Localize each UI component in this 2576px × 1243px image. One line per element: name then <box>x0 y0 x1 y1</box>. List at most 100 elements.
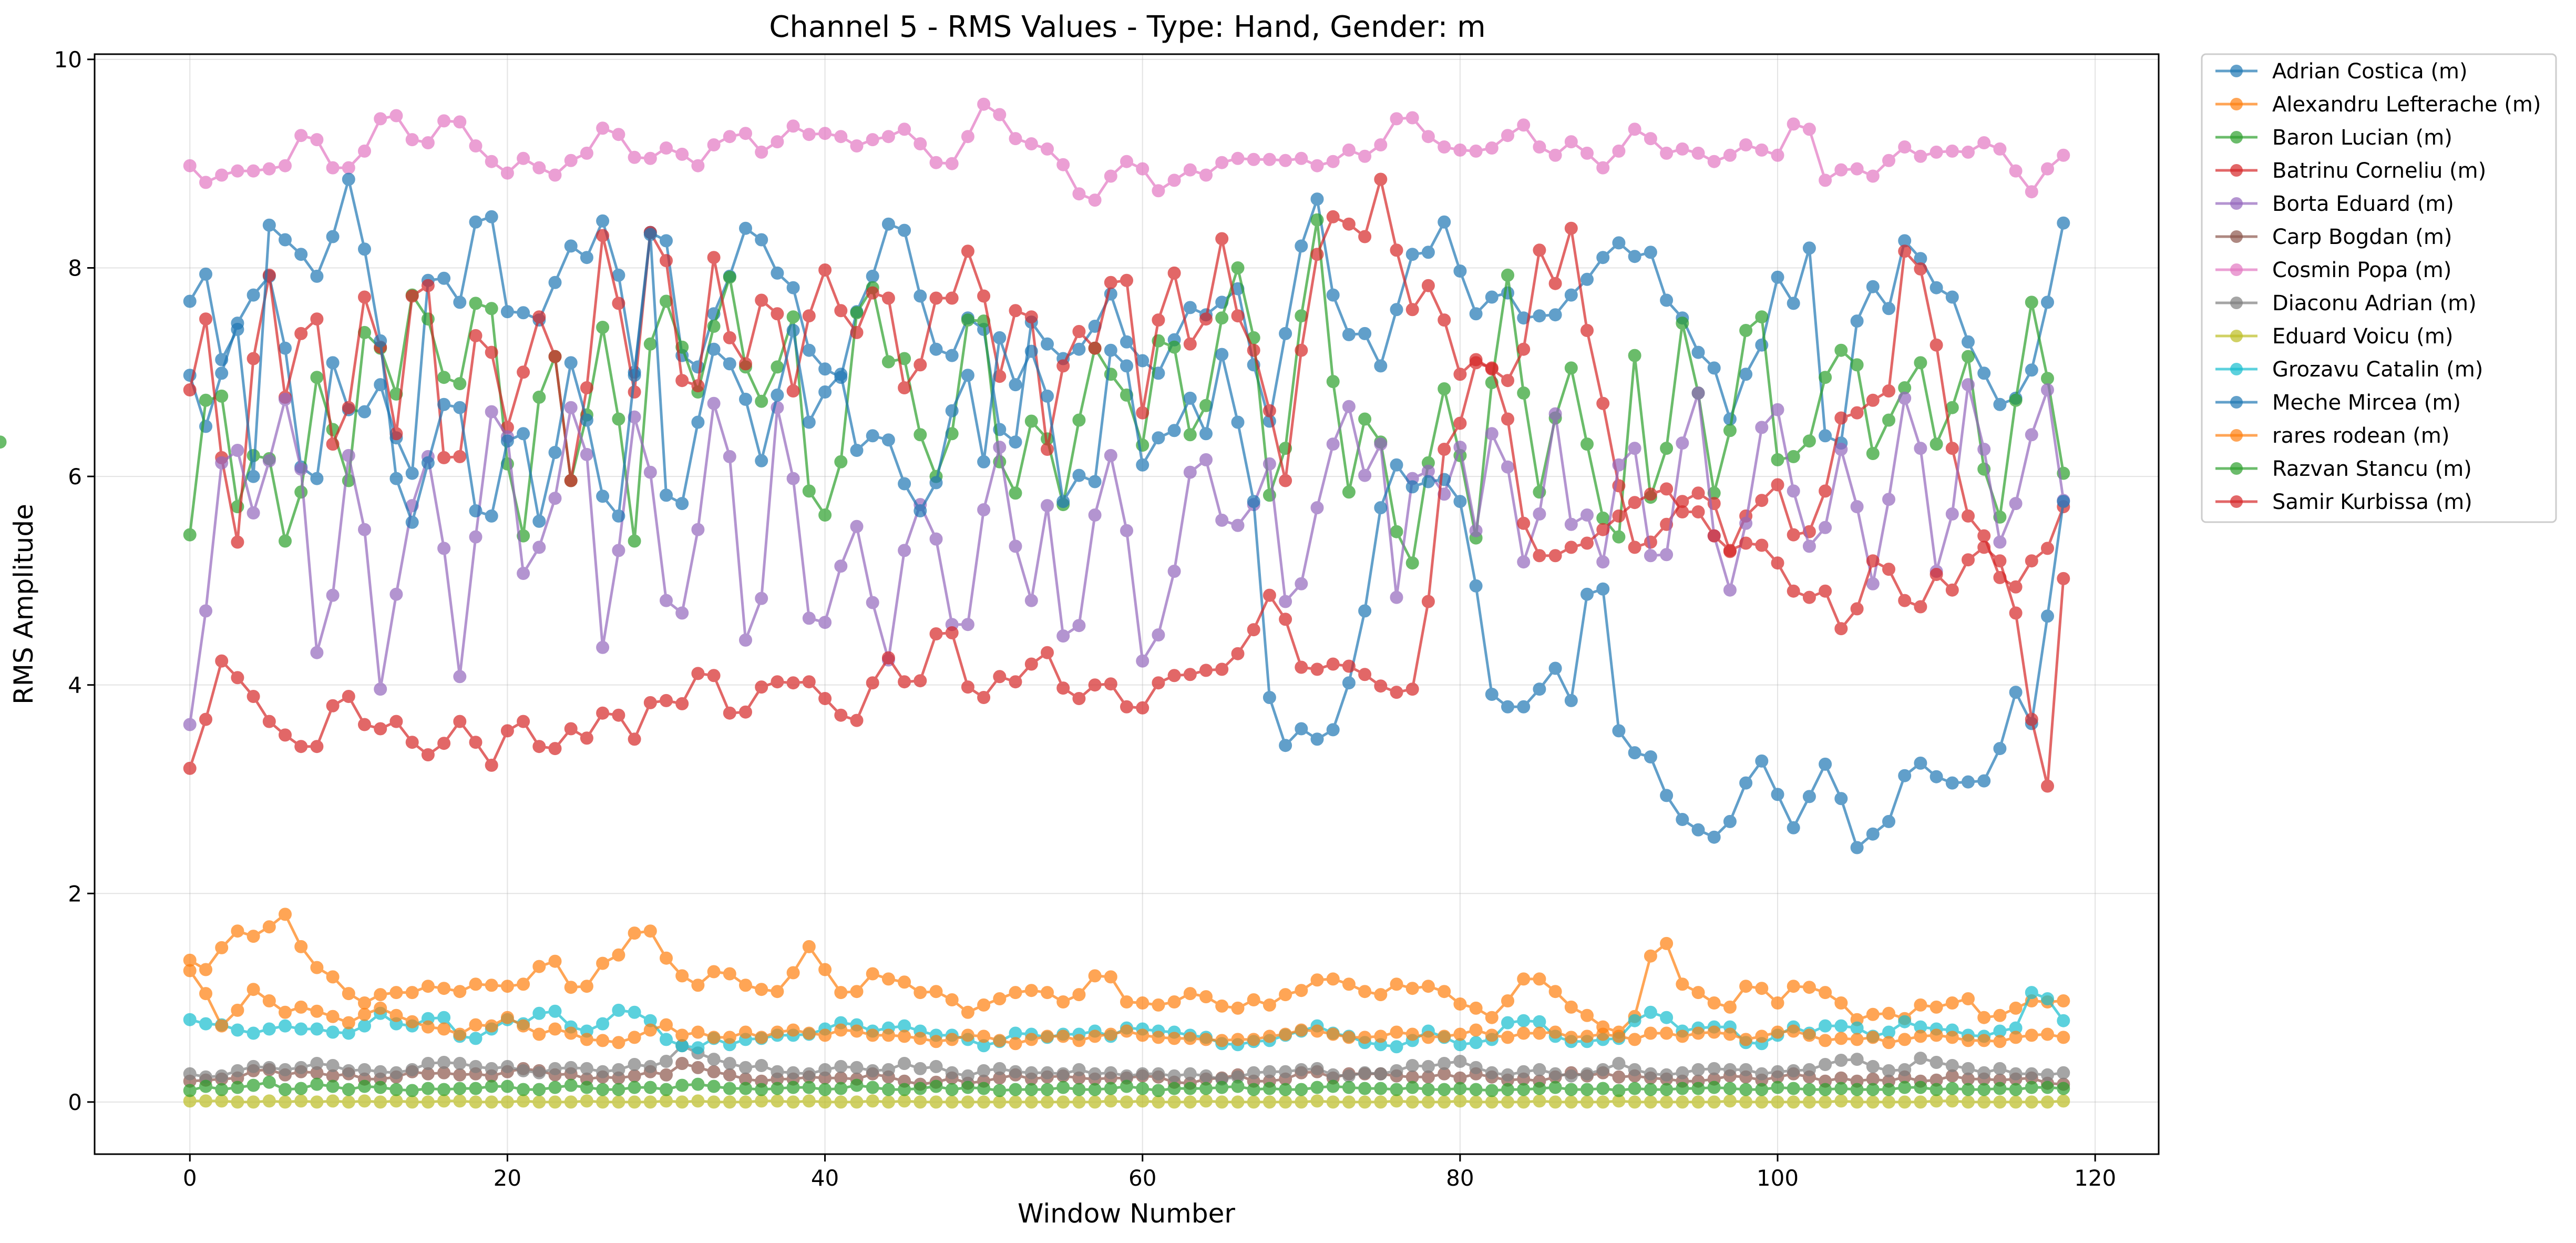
data-point <box>2057 495 2070 508</box>
data-point <box>898 1094 911 1108</box>
data-point <box>1882 154 1895 167</box>
data-point <box>1866 169 1880 183</box>
data-point <box>660 1033 673 1046</box>
data-point <box>1136 458 1150 472</box>
data-point <box>1056 359 1070 373</box>
data-point <box>294 1022 308 1036</box>
data-point <box>1231 309 1245 323</box>
data-point <box>898 381 911 394</box>
data-point <box>850 1095 864 1109</box>
data-point <box>548 742 562 756</box>
data-point <box>1438 140 1451 154</box>
data-point <box>1707 1025 1721 1039</box>
data-point <box>1945 1094 1959 1108</box>
data-point <box>1882 814 1895 828</box>
data-point <box>675 1095 689 1109</box>
data-point <box>1405 303 1419 317</box>
data-point <box>1438 1095 1451 1109</box>
data-point <box>818 616 832 629</box>
data-point <box>1660 1068 1674 1082</box>
data-point <box>1755 982 1769 995</box>
data-point <box>834 130 848 144</box>
data-point <box>2025 1067 2038 1081</box>
data-point <box>1088 193 1102 207</box>
data-point <box>1263 404 1276 417</box>
data-point <box>1517 1014 1531 1027</box>
data-point <box>1930 338 1943 352</box>
data-point <box>977 998 991 1012</box>
data-point <box>1834 163 1848 177</box>
data-point <box>1945 1059 1959 1072</box>
data-point <box>612 412 625 426</box>
data-point <box>437 114 451 128</box>
data-point <box>1723 424 1737 437</box>
legend-marker <box>2230 197 2243 210</box>
data-point <box>1581 1095 1594 1109</box>
data-point <box>326 1094 340 1108</box>
data-point <box>723 270 736 284</box>
data-point <box>532 310 546 324</box>
data-point <box>1548 1067 1562 1081</box>
data-point <box>1088 1095 1102 1109</box>
x-tick-label: 120 <box>2074 1165 2116 1191</box>
data-point <box>1977 541 1991 554</box>
data-point <box>1088 508 1102 522</box>
data-point <box>1898 1095 1912 1109</box>
data-point <box>1263 998 1276 1012</box>
data-point <box>183 383 197 396</box>
data-point <box>1564 517 1578 531</box>
data-point <box>1469 1001 1483 1015</box>
data-point <box>898 975 911 989</box>
data-point <box>993 1095 1007 1109</box>
data-point <box>1485 1066 1499 1079</box>
data-point <box>1930 1094 1943 1108</box>
data-point <box>564 981 578 994</box>
data-point <box>1802 123 1816 136</box>
data-point <box>1723 583 1737 597</box>
data-point <box>755 394 768 408</box>
data-point <box>1453 1055 1467 1068</box>
data-point <box>1819 484 1832 498</box>
data-point <box>1691 505 1705 518</box>
data-point <box>453 985 467 999</box>
data-point <box>1374 988 1388 1002</box>
data-point <box>2041 1068 2054 1082</box>
data-point <box>247 1078 260 1092</box>
data-point <box>1485 361 1499 375</box>
data-point <box>1581 587 1594 601</box>
data-point <box>247 1059 260 1073</box>
series-diaconu-adrian-m <box>183 1039 2070 1086</box>
data-point <box>231 1064 244 1077</box>
data-point <box>898 1057 911 1070</box>
plot-frame <box>94 53 2160 1155</box>
data-point <box>1755 1067 1769 1081</box>
data-point <box>1072 619 1086 633</box>
data-point <box>1390 112 1403 126</box>
data-point <box>1390 1064 1403 1077</box>
data-point <box>1533 682 1546 696</box>
data-point <box>1819 1058 1832 1071</box>
data-point <box>1533 309 1546 323</box>
data-point <box>1533 549 1546 563</box>
data-point <box>1993 1062 2007 1075</box>
data-point <box>1898 594 1912 607</box>
data-point <box>517 715 530 728</box>
data-point <box>1199 664 1213 677</box>
data-point <box>231 323 244 336</box>
data-point <box>405 1063 419 1076</box>
data-point <box>1295 1023 1308 1037</box>
data-point <box>1548 549 1562 563</box>
data-point <box>532 1027 546 1041</box>
data-point <box>358 1007 371 1021</box>
data-point <box>215 1094 229 1108</box>
data-point <box>612 1063 625 1076</box>
data-point <box>1517 386 1531 400</box>
data-point <box>914 1082 927 1095</box>
data-point <box>881 651 895 665</box>
data-point <box>1739 324 1753 337</box>
data-point <box>1024 594 1038 607</box>
data-point <box>1517 118 1531 132</box>
data-point <box>1676 436 1689 450</box>
data-point <box>850 985 864 999</box>
data-point <box>866 676 879 690</box>
